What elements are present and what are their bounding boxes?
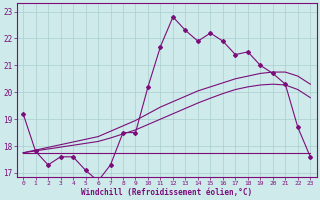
X-axis label: Windchill (Refroidissement éolien,°C): Windchill (Refroidissement éolien,°C) <box>81 188 252 197</box>
